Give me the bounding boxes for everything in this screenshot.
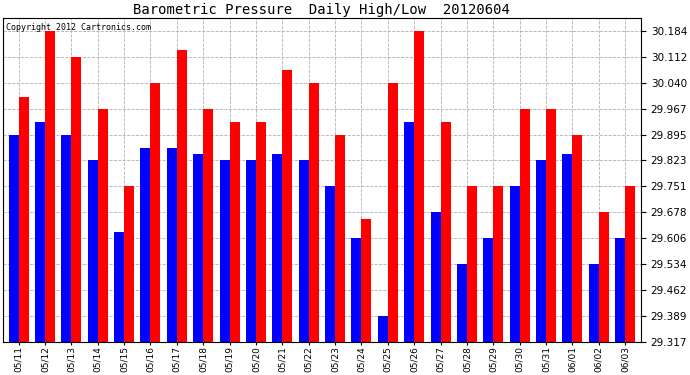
- Bar: [457, 264, 467, 342]
- Title: Barometric Pressure  Daily High/Low  20120604: Barometric Pressure Daily High/Low 20120…: [133, 3, 511, 17]
- Bar: [599, 213, 609, 342]
- Bar: [167, 148, 177, 342]
- Bar: [589, 264, 599, 342]
- Bar: [510, 186, 520, 342]
- Bar: [308, 82, 319, 342]
- Bar: [351, 238, 362, 342]
- Bar: [431, 213, 441, 342]
- Bar: [230, 122, 239, 342]
- Bar: [536, 160, 546, 342]
- Bar: [141, 148, 150, 342]
- Bar: [362, 219, 371, 342]
- Bar: [88, 160, 98, 342]
- Bar: [114, 232, 124, 342]
- Bar: [45, 31, 55, 342]
- Bar: [124, 186, 134, 342]
- Bar: [273, 154, 282, 342]
- Bar: [493, 186, 503, 342]
- Bar: [35, 122, 45, 342]
- Bar: [61, 135, 71, 342]
- Bar: [404, 122, 414, 342]
- Bar: [246, 160, 256, 342]
- Bar: [625, 186, 635, 342]
- Bar: [520, 109, 530, 342]
- Bar: [98, 109, 108, 342]
- Bar: [615, 238, 625, 342]
- Bar: [193, 154, 204, 342]
- Bar: [71, 57, 81, 342]
- Bar: [441, 122, 451, 342]
- Bar: [378, 316, 388, 342]
- Text: Copyright 2012 Cartronics.com: Copyright 2012 Cartronics.com: [6, 23, 151, 32]
- Bar: [467, 186, 477, 342]
- Bar: [256, 122, 266, 342]
- Bar: [19, 97, 28, 342]
- Bar: [299, 160, 308, 342]
- Bar: [483, 238, 493, 342]
- Bar: [414, 31, 424, 342]
- Bar: [8, 135, 19, 342]
- Bar: [562, 154, 573, 342]
- Bar: [388, 82, 398, 342]
- Bar: [325, 186, 335, 342]
- Bar: [150, 82, 161, 342]
- Bar: [204, 109, 213, 342]
- Bar: [282, 70, 293, 342]
- Bar: [219, 160, 230, 342]
- Bar: [335, 135, 345, 342]
- Bar: [546, 109, 556, 342]
- Bar: [573, 135, 582, 342]
- Bar: [177, 50, 187, 342]
